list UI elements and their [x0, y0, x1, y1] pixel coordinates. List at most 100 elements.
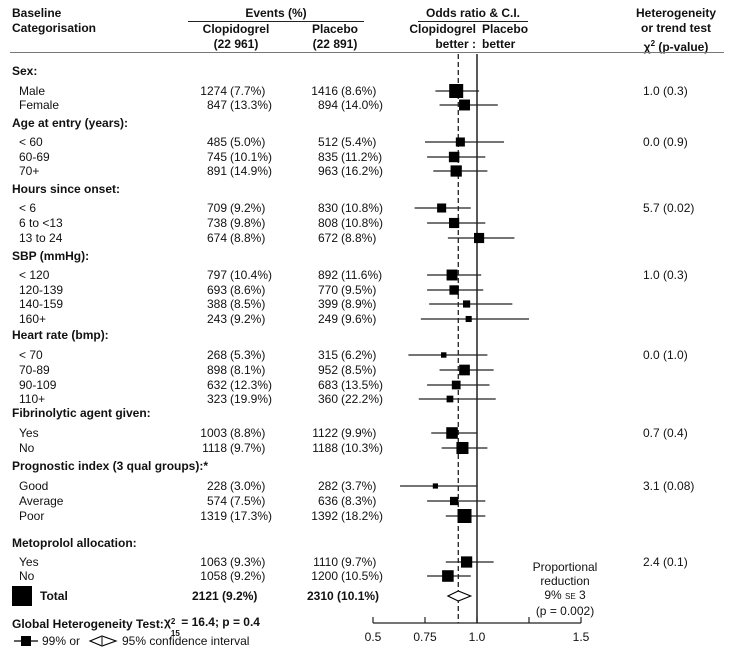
placebo-events: 512: [317, 135, 338, 149]
group-title: Age at entry (years):: [12, 116, 129, 130]
placebo-percent: (8.6%): [341, 84, 377, 98]
x-tick-label: 1.0: [469, 630, 486, 644]
header-het1: Heterogeneity: [635, 6, 717, 20]
clopidogrel-percent: (9.2%): [230, 201, 266, 215]
row-label: < 60: [19, 135, 43, 149]
placebo-events: 672: [317, 231, 338, 245]
heterogeneity-value: 2.4 (0.1): [643, 555, 688, 569]
clopidogrel-events: 709: [206, 201, 227, 215]
clopidogrel-percent: (8.8%): [230, 426, 266, 440]
point-square: [474, 232, 485, 244]
header-plac-n: (22 891): [312, 37, 358, 51]
point-square: [449, 496, 459, 506]
clopidogrel-events: 1063: [200, 555, 227, 569]
global-test-sub: 15: [170, 629, 180, 638]
placebo-events: 835: [317, 150, 338, 164]
point-square: [465, 315, 472, 323]
row-label: 140-159: [19, 297, 64, 311]
total-label: Total: [40, 589, 68, 603]
placebo-events: 399: [317, 297, 338, 311]
header-or-left2: better: [435, 37, 469, 51]
global-test-chi: χ: [164, 615, 171, 629]
header-or-left: Clopidogrel better :: [408, 22, 476, 52]
placebo-events: 636: [317, 494, 338, 508]
header-heterogeneity: Heterogeneity or trend test χ2 (p-value): [620, 6, 732, 55]
placebo-percent: (9.9%): [341, 426, 377, 440]
group-title: Fibrinolytic agent given:: [12, 406, 151, 420]
row-label: 70+: [19, 164, 40, 178]
placebo-percent: (18.2%): [341, 509, 384, 523]
row-label: No: [19, 441, 35, 455]
clopidogrel-percent: (10.1%): [230, 150, 273, 164]
header-plac-name: Placebo: [311, 22, 359, 36]
placebo-events: 894: [317, 98, 338, 112]
header-or-right: Placebo better: [482, 22, 542, 52]
header-or-sep: :: [472, 37, 476, 51]
point-square: [459, 364, 470, 376]
row-label: Average: [19, 494, 64, 508]
clopidogrel-events: 674: [206, 231, 227, 245]
clopidogrel-percent: (8.5%): [230, 297, 266, 311]
row-label: 70-89: [19, 363, 50, 377]
clopidogrel-events: 632: [206, 378, 227, 392]
placebo-percent: (9.5%): [341, 283, 377, 297]
x-tick-label: 1.5: [573, 630, 590, 644]
point-square: [449, 217, 460, 229]
reduction-se: SE: [565, 592, 576, 601]
placebo-percent: (11.2%): [341, 150, 383, 164]
total-square-icon: [12, 586, 32, 606]
clopidogrel-percent: (9.2%): [230, 312, 266, 326]
row-label: Female: [19, 98, 60, 112]
placebo-events: 1200: [311, 569, 338, 583]
clopidogrel-percent: (8.6%): [230, 283, 266, 297]
placebo-events: 282: [317, 479, 338, 493]
reduction-line2: reduction: [540, 574, 590, 588]
clopidogrel-percent: (14.9%): [230, 164, 273, 178]
header-het-chi: χ: [643, 40, 651, 54]
clopidogrel-percent: (9.7%): [230, 441, 266, 455]
placebo-percent: (5.4%): [341, 135, 377, 149]
row-label: Yes: [19, 426, 39, 440]
clopidogrel-events: 485: [206, 135, 227, 149]
placebo-percent: (8.5%): [341, 363, 377, 377]
reduction-pct: 9%: [544, 588, 565, 602]
row-label: < 120: [19, 268, 50, 282]
clopidogrel-percent: (13.3%): [230, 98, 273, 112]
header-baseline: Baseline Categorisation: [12, 6, 96, 36]
header-baseline-line2: Categorisation: [12, 21, 97, 35]
clopidogrel-percent: (9.2%): [230, 569, 266, 583]
point-square: [441, 352, 447, 358]
point-square: [463, 300, 471, 308]
group-title: Prognostic index (3 qual groups):*: [12, 459, 209, 473]
placebo-events: 249: [317, 312, 338, 326]
point-square: [456, 441, 469, 455]
clopidogrel-events: 323: [206, 392, 227, 406]
global-test-value: χ 2 15 = 16.4; p = 0.4: [164, 615, 260, 638]
point-square: [446, 395, 454, 403]
clopidogrel-events: 898: [206, 363, 227, 377]
legend-symbols: [14, 635, 118, 647]
placebo-percent: (3.7%): [341, 479, 377, 493]
row-label: 6 to <13: [19, 216, 63, 230]
placebo-percent: (10.5%): [341, 569, 384, 583]
row-label: Poor: [19, 509, 45, 523]
placebo-percent: (8.3%): [341, 494, 377, 508]
header-or-rule: [418, 21, 528, 22]
clopidogrel-percent: (10.4%): [230, 268, 273, 282]
row-label: < 70: [19, 348, 43, 362]
point-square: [442, 570, 454, 582]
point-square: [457, 509, 472, 523]
heterogeneity-value: 5.7 (0.02): [643, 201, 695, 215]
placebo-events: 683: [317, 378, 338, 392]
placebo-events: 830: [317, 201, 338, 215]
point-square: [449, 84, 464, 98]
placebo-percent: (11.6%): [341, 268, 383, 282]
header-or-right1: Placebo: [482, 22, 529, 36]
placebo-percent: (10.8%): [341, 201, 384, 215]
clopidogrel-events: 745: [206, 150, 227, 164]
clopidogrel-percent: (7.5%): [230, 494, 266, 508]
placebo-percent: (8.9%): [341, 297, 377, 311]
placebo-events: 1122: [312, 426, 338, 440]
header-het-sup: 2: [650, 39, 656, 48]
